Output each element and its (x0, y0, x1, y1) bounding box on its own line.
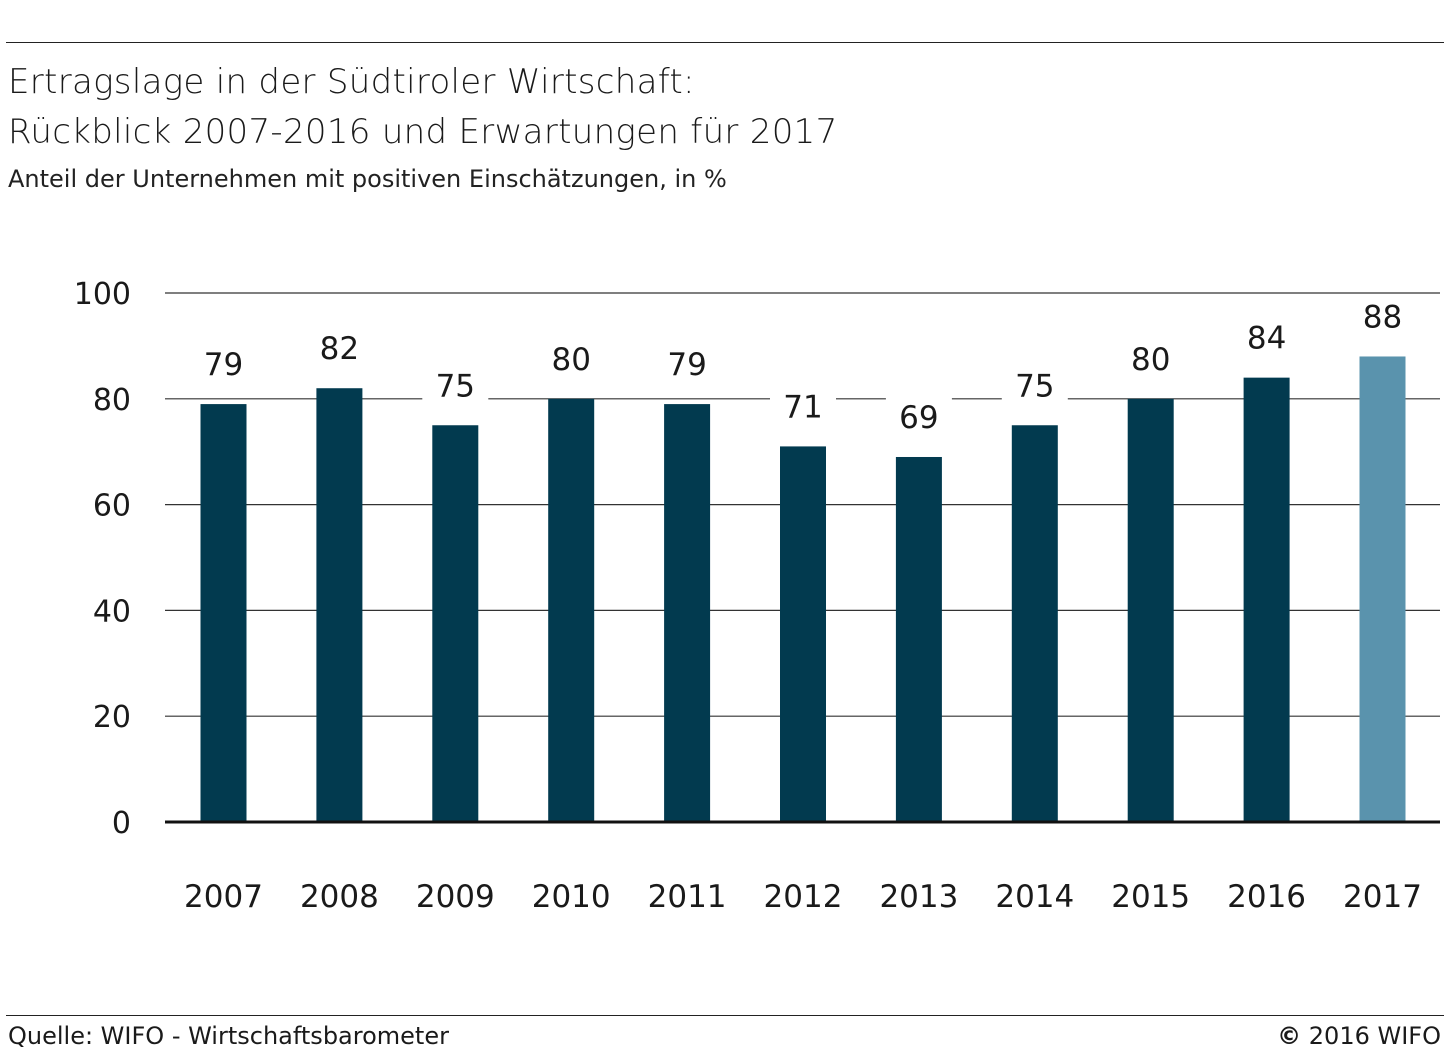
copyright-icon: © (1277, 1022, 1302, 1050)
bar-2016 (1243, 377, 1290, 822)
x-tick-label-2008: 2008 (300, 879, 379, 915)
data-label-background (1349, 296, 1416, 337)
data-label-2010: 80 (551, 342, 590, 378)
bar-2015 (1127, 398, 1174, 822)
bar-2014 (1011, 425, 1058, 822)
data-label-2013: 69 (899, 400, 938, 436)
y-axis-tick-labels: 0 20 40 60 80 100 (74, 277, 131, 841)
data-label-2007: 79 (204, 347, 243, 383)
data-label-2012: 71 (783, 389, 822, 425)
x-tick-label-2010: 2010 (532, 879, 611, 915)
bar-2013 (895, 456, 942, 822)
data-label-background (1117, 338, 1184, 379)
data-label-background (422, 365, 489, 406)
data-label-2015: 80 (1131, 342, 1170, 378)
y-tick-label: 0 (112, 806, 131, 841)
y-tick-label: 20 (93, 700, 131, 735)
bar-2011 (664, 404, 711, 822)
copyright-note: © 2016 WIFO (1277, 1022, 1441, 1050)
y-tick-label: 40 (93, 594, 131, 629)
x-tick-label-2015: 2015 (1111, 879, 1190, 915)
data-label-2011: 79 (667, 347, 706, 383)
y-tick-label: 60 (93, 489, 131, 524)
x-tick-label-2011: 2011 (648, 879, 727, 915)
x-tick-label-2016: 2016 (1227, 879, 1306, 915)
x-axis-tick-labels: 2007 2008 2009 2010 2011 2012 2013 2014 2015 2016… (184, 879, 1422, 915)
data-label-2009: 75 (436, 368, 475, 404)
x-tick-label-2017: 2017 (1343, 879, 1422, 915)
bar-2017 (1359, 356, 1406, 822)
data-label-2016: 84 (1247, 321, 1286, 357)
chart-subtitle: Anteil der Unternehmen mit positiven Ein… (8, 165, 727, 193)
data-label-background (770, 386, 836, 427)
chart-title-line-2: Rückblick 2007-2016 und Erwartungen für … (8, 112, 838, 152)
data-label-background (190, 344, 257, 385)
data-label-2008: 82 (320, 331, 359, 367)
data-label-background (885, 396, 952, 437)
data-label-background (538, 338, 605, 379)
bar-2007 (200, 404, 247, 822)
bar-chart: 0 20 40 60 80 100 79 82 75 80 79 71 69 75 80 84 88 2007… (74, 277, 1440, 915)
chart-title-line-1: Ertragslage in der Südtiroler Wirtschaft… (8, 62, 695, 102)
y-tick-label: 80 (93, 383, 131, 418)
source-note: Quelle: WIFO - Wirtschaftsbarometer (8, 1022, 449, 1050)
data-label-2014: 75 (1015, 368, 1054, 404)
data-label-2017: 88 (1363, 299, 1402, 335)
bar-2008 (316, 388, 363, 822)
y-tick-label: 100 (74, 277, 131, 312)
copyright-text: 2016 WIFO (1301, 1022, 1441, 1050)
x-tick-label-2013: 2013 (879, 879, 958, 915)
bottom-rule (6, 1015, 1444, 1016)
top-rule (6, 42, 1444, 43)
data-label-background (306, 328, 373, 369)
bar-2009 (432, 425, 479, 822)
x-tick-label-2014: 2014 (995, 879, 1074, 915)
data-label-background (654, 344, 721, 385)
bar-2012 (780, 446, 826, 822)
data-labels: 79 82 75 80 79 71 69 75 80 84 88 (190, 296, 1416, 437)
x-tick-label-2012: 2012 (764, 879, 843, 915)
x-tick-label-2007: 2007 (184, 879, 263, 915)
bar-2010 (548, 398, 595, 822)
data-label-background (1001, 365, 1068, 406)
data-label-background (1233, 317, 1300, 358)
x-tick-label-2009: 2009 (416, 879, 495, 915)
bars (200, 356, 1406, 822)
